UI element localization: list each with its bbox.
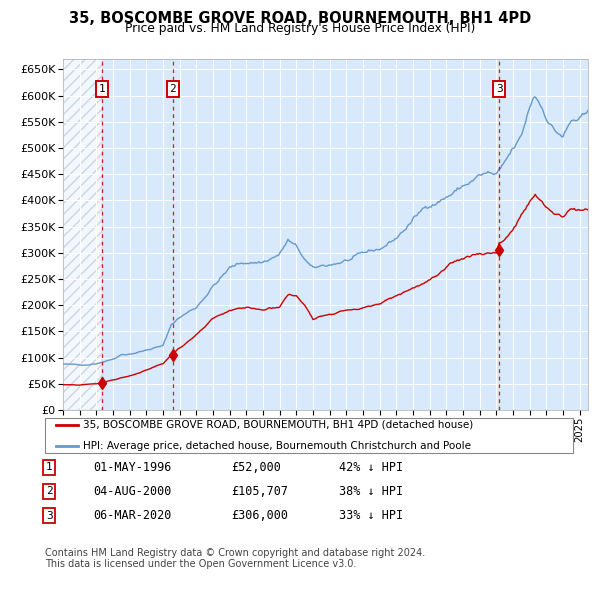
Text: £306,000: £306,000 [231, 509, 288, 522]
Text: 2: 2 [169, 84, 176, 94]
Text: 3: 3 [46, 511, 53, 520]
Text: Price paid vs. HM Land Registry's House Price Index (HPI): Price paid vs. HM Land Registry's House … [125, 22, 475, 35]
Text: This data is licensed under the Open Government Licence v3.0.: This data is licensed under the Open Gov… [45, 559, 356, 569]
Text: 42% ↓ HPI: 42% ↓ HPI [339, 461, 403, 474]
Text: 06-MAR-2020: 06-MAR-2020 [93, 509, 172, 522]
Text: HPI: Average price, detached house, Bournemouth Christchurch and Poole: HPI: Average price, detached house, Bour… [83, 441, 471, 451]
Text: 1: 1 [46, 463, 53, 472]
Text: 35, BOSCOMBE GROVE ROAD, BOURNEMOUTH, BH1 4PD: 35, BOSCOMBE GROVE ROAD, BOURNEMOUTH, BH… [69, 11, 531, 25]
Text: £105,707: £105,707 [231, 485, 288, 498]
Bar [102, 59, 499, 410]
Text: 3: 3 [496, 84, 502, 94]
Text: 33% ↓ HPI: 33% ↓ HPI [339, 509, 403, 522]
Text: 38% ↓ HPI: 38% ↓ HPI [339, 485, 403, 498]
Text: 2: 2 [46, 487, 53, 496]
Text: 01-MAY-1996: 01-MAY-1996 [93, 461, 172, 474]
Text: 35, BOSCOMBE GROVE ROAD, BOURNEMOUTH, BH1 4PD (detached house): 35, BOSCOMBE GROVE ROAD, BOURNEMOUTH, BH… [83, 420, 473, 430]
Text: 04-AUG-2000: 04-AUG-2000 [93, 485, 172, 498]
Text: 1: 1 [98, 84, 105, 94]
Text: Contains HM Land Registry data © Crown copyright and database right 2024.: Contains HM Land Registry data © Crown c… [45, 548, 425, 558]
Bar [499, 59, 588, 410]
Text: £52,000: £52,000 [231, 461, 281, 474]
